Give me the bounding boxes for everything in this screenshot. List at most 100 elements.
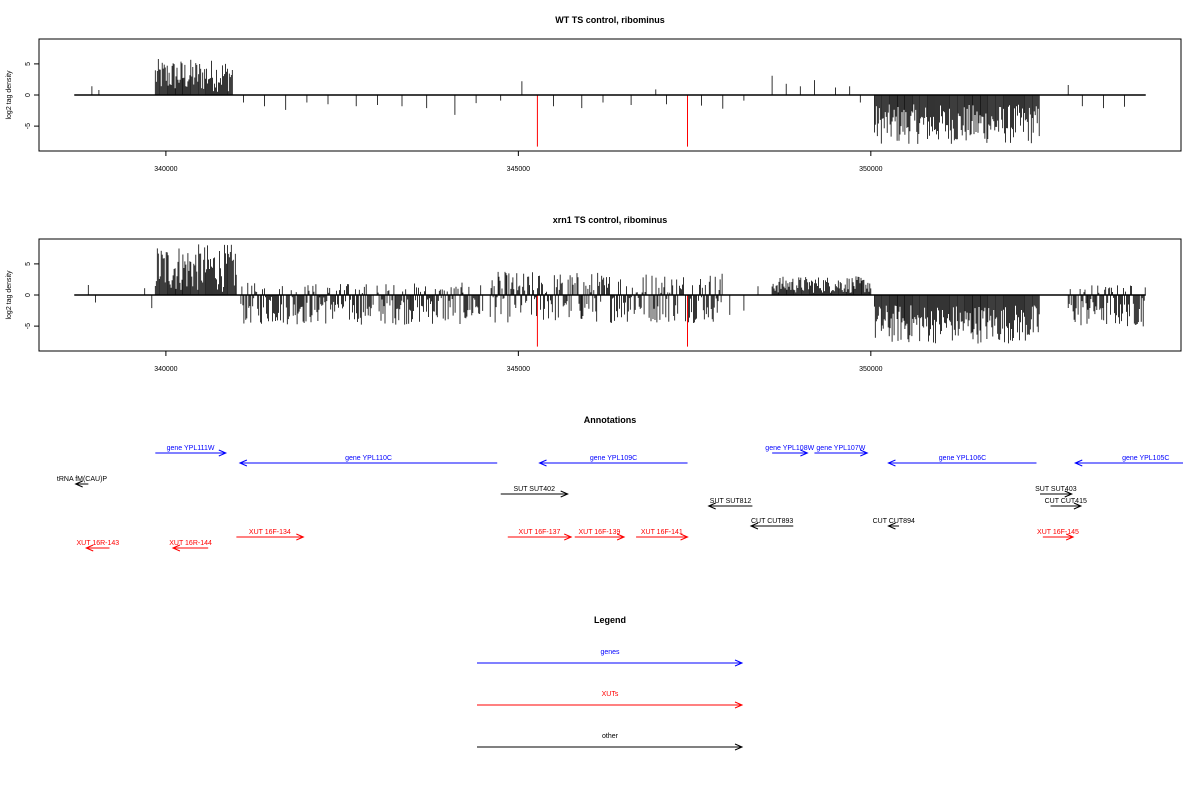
- annotation-label: gene YPL107W: [816, 445, 865, 452]
- arrow-head: [538, 459, 547, 467]
- annotation-label: XUT 16F-134: [249, 529, 291, 536]
- annotation-xut: XUT 16F-134: [236, 529, 305, 541]
- annotation-label: gene YPL108W: [765, 445, 814, 452]
- annotation-gene: gene YPL108W: [765, 445, 815, 457]
- legend-item: other: [477, 733, 744, 751]
- xrn1-plot-title: xrn1 TS control, ribominus: [553, 215, 668, 225]
- x-tick-label: 340000: [154, 166, 177, 173]
- legend-items: genes XUTs other: [477, 649, 744, 751]
- annotation-other: CUT CUT893: [749, 518, 793, 530]
- annotation-label: SUT SUT403: [1035, 486, 1077, 493]
- annotation-gene: gene YPL106C: [887, 455, 1037, 467]
- arrow-head: [887, 522, 896, 530]
- y-tick-label: 0: [25, 293, 32, 297]
- legend-arrow-head: [734, 701, 744, 709]
- arrow-head: [1073, 459, 1083, 467]
- legend-item: XUTs: [477, 691, 744, 709]
- x-tick-label: 345000: [507, 166, 530, 173]
- annotation-other: tRNA fM(CAU)P: [57, 476, 108, 488]
- annotation-label: gene YPL111W: [167, 445, 215, 452]
- annotation-label: CUT CUT893: [751, 518, 793, 525]
- annotation-items: gene YPL111W gene YPL110C gene YPL109C gene…: [57, 445, 1183, 552]
- xrn1-y-axis-label: log2 tag density: [6, 270, 13, 320]
- annotation-xut: XUT 16R-144: [169, 540, 212, 552]
- annotation-label: XUT 16F-145: [1037, 529, 1079, 536]
- x-tick-label: 340000: [154, 366, 177, 373]
- annotation-xut: XUT 16F-145: [1037, 529, 1079, 541]
- xrn1-axes: 340000 345000 350000 -5 0 5: [25, 262, 883, 373]
- annotations-title: Annotations: [584, 415, 637, 425]
- arrow-head: [887, 459, 896, 467]
- arrow-head: [238, 459, 248, 467]
- annotation-label: gene YPL109C: [590, 455, 637, 462]
- wt-data-marks: [74, 59, 1146, 147]
- arrow-head: [84, 544, 94, 552]
- arrow-head: [218, 449, 228, 457]
- annotation-gene: gene YPL105C: [1073, 455, 1183, 467]
- annotation-label: SUT SUT812: [710, 498, 752, 505]
- legend-label: other: [602, 733, 619, 740]
- annotation-label: gene YPL110C: [345, 455, 392, 462]
- xrn1-density-plot: xrn1 TS control, ribominus 340000 345000 3…: [6, 215, 1182, 373]
- x-tick-label: 350000: [859, 366, 882, 373]
- arrow-head: [860, 449, 869, 457]
- wt-plot-title: WT TS control, ribominus: [555, 15, 665, 25]
- arrow-head: [1065, 533, 1075, 541]
- y-tick-label: 5: [25, 262, 32, 266]
- annotation-gene: gene YPL111W: [155, 445, 228, 457]
- arrow-head: [616, 533, 626, 541]
- arrow-head: [749, 522, 759, 530]
- annotation-label: XUT 16F-137: [519, 529, 561, 536]
- annotation-other: CUT CUT415: [1045, 498, 1087, 510]
- arrow-head: [707, 502, 716, 510]
- legend-label: XUTs: [602, 691, 619, 698]
- annotation-xut: XUT 16F-141: [636, 529, 689, 541]
- annotation-other: SUT SUT812: [707, 498, 753, 510]
- annotation-label: XUT 16F-139: [578, 529, 620, 536]
- annotation-label: XUT 16F-141: [641, 529, 683, 536]
- y-tick-label: 0: [25, 93, 32, 97]
- arrow-head: [560, 490, 569, 498]
- y-tick-label: 5: [25, 62, 32, 66]
- y-tick-label: -5: [25, 123, 32, 129]
- annotation-xut: XUT 16F-137: [507, 529, 573, 541]
- annotation-other: SUT SUT402: [500, 486, 569, 498]
- annotation-other: CUT CUT894: [873, 518, 915, 530]
- annotation-label: gene YPL105C: [1122, 455, 1169, 462]
- legend: Legend genes XUTs other: [477, 615, 744, 751]
- legend-arrow-head: [734, 743, 744, 751]
- legend-item: genes: [477, 649, 744, 667]
- annotation-label: tRNA fM(CAU)P: [57, 476, 108, 483]
- arrow-head: [680, 533, 689, 541]
- wt-density-plot: WT TS control, ribominus 340000 345000 350…: [6, 15, 1182, 173]
- legend-title: Legend: [594, 615, 626, 625]
- wt-axes: 340000 345000 350000 -5 0 5: [25, 62, 883, 173]
- arrow-head: [171, 544, 181, 552]
- annotation-label: CUT CUT415: [1045, 498, 1087, 505]
- xrn1-data-marks: [74, 244, 1146, 347]
- arrow-head: [1064, 490, 1073, 498]
- annotation-xut: XUT 16R-143: [77, 540, 120, 552]
- annotation-label: CUT CUT894: [873, 518, 915, 525]
- arrow-head: [564, 533, 573, 541]
- annotation-label: SUT SUT402: [513, 486, 555, 493]
- annotation-label: XUT 16R-143: [77, 540, 120, 547]
- x-tick-label: 350000: [859, 166, 882, 173]
- annotation-gene: gene YPL109C: [538, 455, 688, 467]
- annotation-label: XUT 16R-144: [169, 540, 212, 547]
- annotation-label: gene YPL106C: [939, 455, 986, 462]
- arrow-head: [800, 449, 809, 457]
- arrow-head: [296, 533, 305, 541]
- y-tick-label: -5: [25, 323, 32, 329]
- arrow-head: [74, 480, 83, 488]
- x-tick-label: 345000: [507, 366, 530, 373]
- legend-label: genes: [600, 649, 620, 656]
- arrow-head: [1073, 502, 1083, 510]
- annotation-gene: gene YPL110C: [238, 455, 498, 467]
- legend-arrow-head: [734, 659, 744, 667]
- annotation-other: SUT SUT403: [1035, 486, 1077, 498]
- annotation-gene: gene YPL107W: [814, 445, 869, 457]
- wt-y-axis-label: log2 tag density: [6, 70, 13, 120]
